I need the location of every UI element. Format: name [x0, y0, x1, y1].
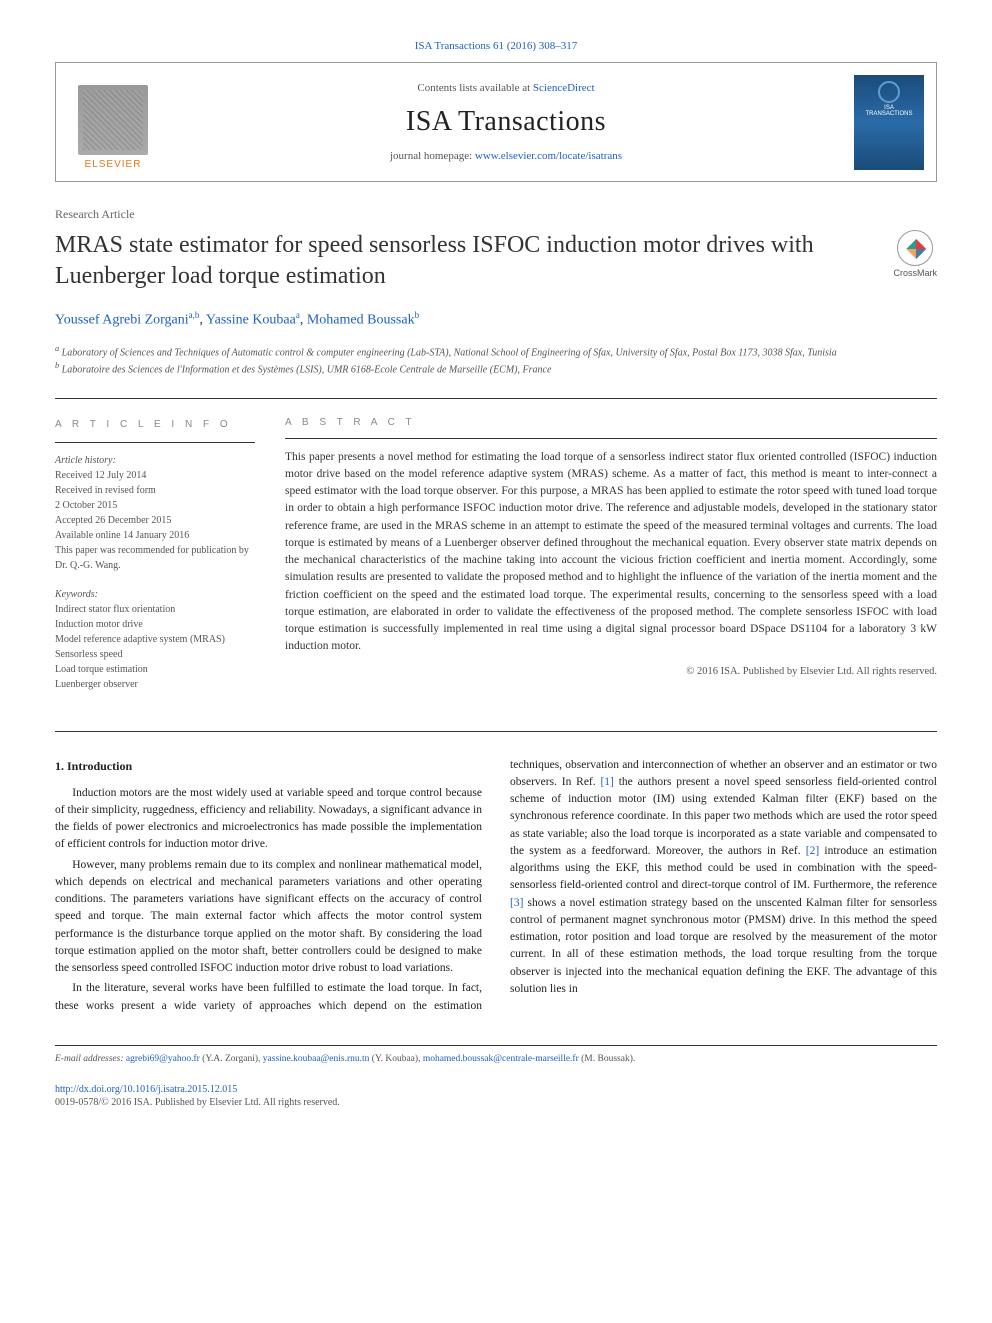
homepage-prefix: journal homepage: [390, 150, 475, 162]
sciencedirect-link[interactable]: ScienceDirect [533, 82, 595, 94]
email-who: (Y.A. Zorgani) [202, 1054, 258, 1064]
article-info-heading: A R T I C L E I N F O [55, 417, 255, 432]
journal-title: ISA Transactions [158, 106, 854, 138]
email-who: (M. Boussak). [581, 1054, 635, 1064]
authors: Youssef Agrebi Zorgania,b, Yassine Kouba… [55, 310, 937, 329]
running-head-link[interactable]: ISA Transactions 61 (2016) 308–317 [415, 40, 578, 52]
email-link[interactable]: yassine.koubaa@enis.rnu.tn [263, 1054, 370, 1064]
affiliation-b: b Laboratoire des Sciences de l'Informat… [55, 360, 937, 377]
issn-copyright: 0019-0578/© 2016 ISA. Published by Elsev… [55, 1097, 937, 1108]
doi: http://dx.doi.org/10.1016/j.isatra.2015.… [55, 1084, 937, 1095]
author-affil-sup: b [415, 310, 420, 320]
publisher-logo: ELSEVIER [68, 75, 158, 170]
history-line: Available online 14 January 2016 [55, 528, 255, 543]
crossmark-label: CrossMark [893, 268, 937, 278]
article-title: MRAS state estimator for speed sensorles… [55, 230, 873, 292]
contents-line: Contents lists available at ScienceDirec… [158, 82, 854, 94]
keyword: Model reference adaptive system (MRAS) [55, 632, 255, 647]
author-affil-sup: a [296, 310, 300, 320]
crossmark-badge[interactable]: CrossMark [893, 230, 937, 278]
elsevier-tree-icon [78, 85, 148, 155]
abstract-text: This paper presents a novel method for e… [285, 449, 937, 656]
keyword: Luenberger observer [55, 677, 255, 692]
keyword: Load torque estimation [55, 662, 255, 677]
doi-link[interactable]: http://dx.doi.org/10.1016/j.isatra.2015.… [55, 1084, 237, 1095]
email-link[interactable]: agrebi69@yahoo.fr [126, 1054, 200, 1064]
email-link[interactable]: mohamed.boussak@centrale-marseille.fr [423, 1054, 579, 1064]
header-center: Contents lists available at ScienceDirec… [158, 82, 854, 162]
abstract-heading: A B S T R A C T [285, 417, 937, 428]
history-line: 2 October 2015 [55, 498, 255, 513]
running-head: ISA Transactions 61 (2016) 308–317 [55, 40, 937, 52]
journal-header: ELSEVIER Contents lists available at Sci… [55, 62, 937, 182]
email-label: E-mail addresses: [55, 1054, 124, 1064]
homepage-link[interactable]: www.elsevier.com/locate/isatrans [475, 150, 622, 162]
body-text: 1. Introduction Induction motors are the… [55, 757, 937, 1015]
journal-cover-thumbnail [854, 75, 924, 170]
correspondence-footnote: E-mail addresses: agrebi69@yahoo.fr (Y.A… [55, 1054, 937, 1064]
publisher-name: ELSEVIER [85, 159, 142, 170]
author-link[interactable]: Yassine Koubaa [206, 313, 296, 328]
history-line: Accepted 26 December 2015 [55, 513, 255, 528]
keywords-label: Keywords: [55, 587, 255, 602]
keywords: Keywords: Indirect stator flux orientati… [55, 587, 255, 692]
abstract: A B S T R A C T This paper presents a no… [285, 417, 937, 706]
ref-link[interactable]: [2] [806, 845, 819, 857]
author-link[interactable]: Youssef Agrebi Zorgani [55, 313, 189, 328]
keyword: Induction motor drive [55, 617, 255, 632]
history-label: Article history: [55, 453, 255, 468]
keyword: Sensorless speed [55, 647, 255, 662]
history-line: This paper was recommended for publicati… [55, 543, 255, 573]
contents-prefix: Contents lists available at [417, 82, 532, 94]
article-type: Research Article [55, 207, 937, 222]
history-line: Received in revised form [55, 483, 255, 498]
affiliations: a Laboratory of Sciences and Techniques … [55, 343, 937, 378]
crossmark-icon [897, 230, 933, 266]
footer-divider [55, 1045, 937, 1046]
ref-link[interactable]: [3] [510, 897, 523, 909]
author-link[interactable]: Mohamed Boussak [307, 313, 415, 328]
affiliation-a: a Laboratory of Sciences and Techniques … [55, 343, 937, 360]
history-line: Received 12 July 2014 [55, 468, 255, 483]
ref-link[interactable]: [1] [600, 776, 613, 788]
article-history: Article history: Received 12 July 2014 R… [55, 453, 255, 573]
divider [55, 731, 937, 732]
author-affil-sup: a,b [189, 310, 200, 320]
article-info: A R T I C L E I N F O Article history: R… [55, 417, 255, 706]
paragraph: Induction motors are the most widely use… [55, 785, 482, 854]
divider [55, 398, 937, 399]
homepage-line: journal homepage: www.elsevier.com/locat… [158, 150, 854, 162]
email-who: (Y. Koubaa) [372, 1054, 418, 1064]
section-heading: 1. Introduction [55, 757, 482, 775]
keyword: Indirect stator flux orientation [55, 602, 255, 617]
paragraph: However, many problems remain due to its… [55, 857, 482, 978]
abstract-copyright: © 2016 ISA. Published by Elsevier Ltd. A… [285, 666, 937, 677]
